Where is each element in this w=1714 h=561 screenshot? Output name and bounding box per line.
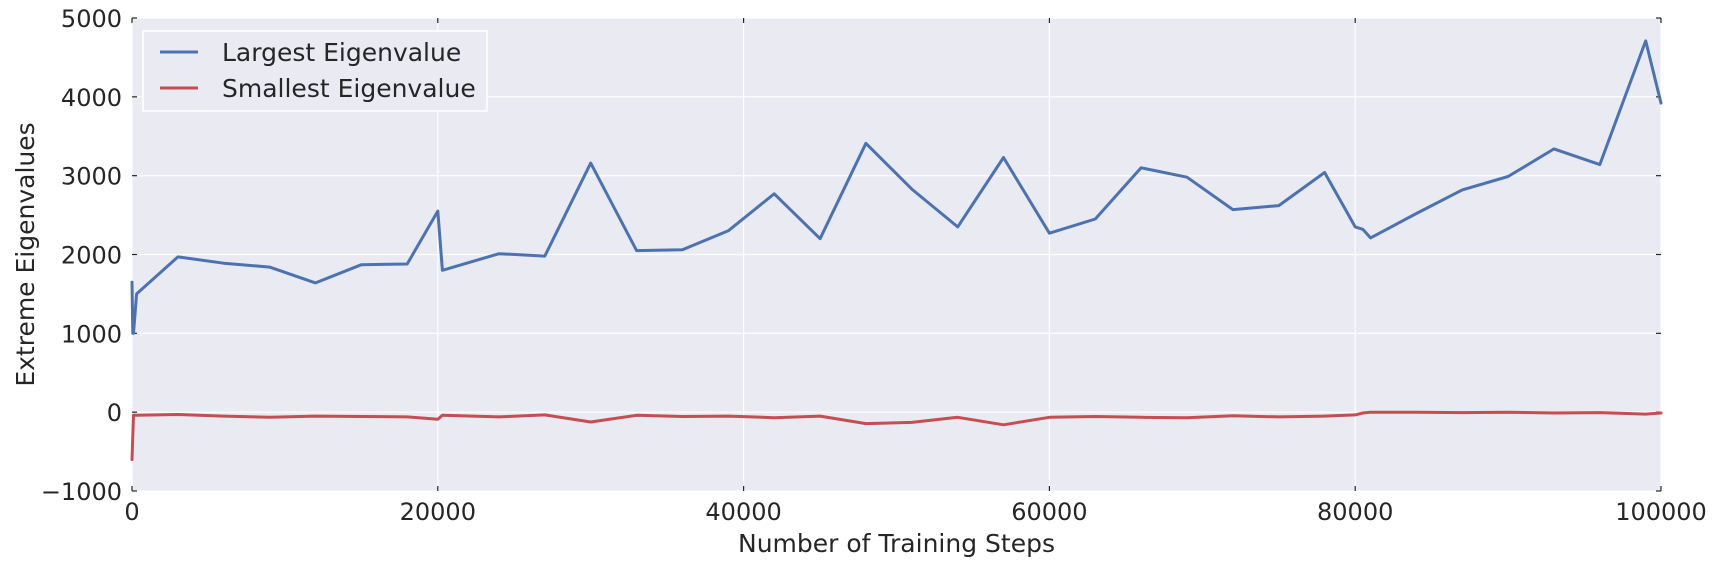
y-axis-label: Extreme Eigenvalues xyxy=(11,122,40,386)
y-tick-label: 0 xyxy=(107,399,122,427)
y-tick-label: 1000 xyxy=(61,320,122,348)
x-tick-label: 60000 xyxy=(1011,498,1087,526)
series-line-0 xyxy=(130,39,1663,335)
y-tick-label: −1000 xyxy=(41,478,122,506)
x-axis-label: Number of Training Steps xyxy=(738,529,1055,558)
legend-label: Largest Eigenvalue xyxy=(222,38,461,67)
x-tick-label: 40000 xyxy=(705,498,781,526)
y-tick-label: 5000 xyxy=(61,5,122,33)
tick-marks xyxy=(131,17,1662,492)
y-tick-label: 4000 xyxy=(61,84,122,112)
series-layer xyxy=(130,39,1663,461)
x-tick-label: 0 xyxy=(124,498,139,526)
legend-box xyxy=(142,30,488,112)
tick-labels: 0 20000 40000 60000 80000 100000−100001000200… xyxy=(41,5,1707,526)
legend: Largest Eigenvalue Smallest Eigenvalue xyxy=(142,30,488,112)
y-tick-label: 2000 xyxy=(61,242,122,270)
series-line-1 xyxy=(130,410,1663,461)
y-tick-label: 3000 xyxy=(61,163,122,191)
x-tick-label: 80000 xyxy=(1317,498,1393,526)
x-tick-label: 100000 xyxy=(1615,498,1707,526)
legend-label: Smallest Eigenvalue xyxy=(222,74,476,103)
x-tick-label: 20000 xyxy=(400,498,476,526)
